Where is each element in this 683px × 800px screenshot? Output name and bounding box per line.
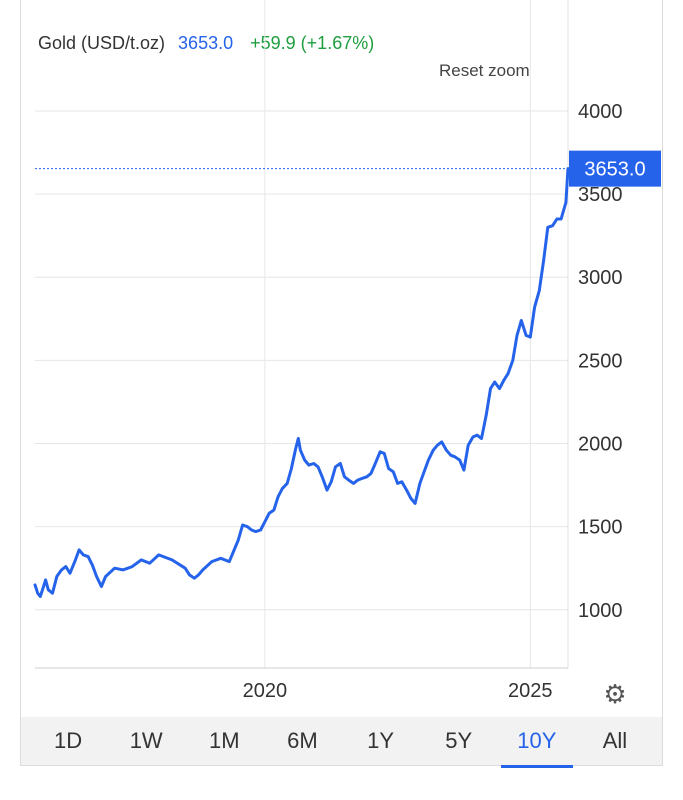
range-1m-button[interactable]: 1M bbox=[209, 728, 240, 753]
current-price: 3653.0 bbox=[178, 33, 234, 53]
price-change: +59.9 (+1.67%) bbox=[250, 33, 375, 53]
range-all-button[interactable]: All bbox=[602, 728, 628, 753]
price-chart[interactable]: 1000 1500 2000 2500 3000 3500 4000 2020 2025 365… bbox=[0, 0, 683, 716]
reset-zoom-button[interactable]: Reset zoom bbox=[439, 61, 530, 80]
range-1w-button[interactable]: 1W bbox=[129, 728, 163, 753]
gear-icon[interactable]: ⚙ bbox=[603, 679, 627, 709]
chart-header: Gold (USD/t.oz) 3653.0 +59.9 (+1.67%) bbox=[38, 33, 374, 54]
range-1d-button[interactable]: 1D bbox=[54, 728, 83, 753]
last-value-badge bbox=[569, 150, 661, 187]
y-tick-label: 2500 bbox=[578, 350, 623, 372]
chart-panel bbox=[20, 0, 663, 766]
instrument-name: Gold (USD/t.oz) bbox=[38, 33, 166, 53]
y-tick-label: 1000 bbox=[578, 600, 623, 622]
x-tick-label: 2020 bbox=[243, 680, 288, 702]
range-6m-button[interactable]: 6M bbox=[287, 728, 318, 753]
range-1y-button[interactable]: 1Y bbox=[367, 728, 395, 753]
range-5y-button[interactable]: 5Y bbox=[445, 728, 473, 753]
y-tick-label: 2000 bbox=[578, 434, 623, 456]
last-value-label: 3653.0 bbox=[584, 159, 645, 181]
range-selector: 1D 1W 1M 6M 1Y 5Y 10Y All bbox=[21, 717, 662, 768]
price-line bbox=[33, 167, 570, 598]
y-tick-label: 1500 bbox=[578, 517, 623, 539]
range-10y-button[interactable]: 10Y bbox=[500, 720, 573, 768]
x-tick-label: 2025 bbox=[508, 680, 553, 702]
y-tick-label: 4000 bbox=[578, 101, 623, 123]
y-tick-label: 3000 bbox=[578, 267, 623, 289]
y-tick-label: 3500 bbox=[578, 184, 623, 206]
